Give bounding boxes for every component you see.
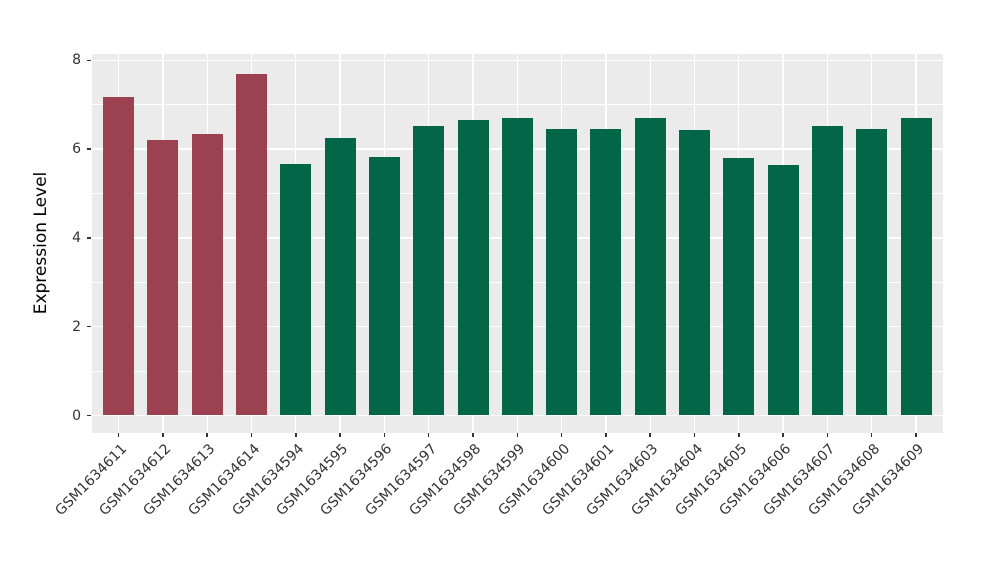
y-tick-label: 2 [72,318,81,335]
x-tick-mark [383,433,386,437]
bar-GSM1634599 [501,118,533,416]
x-tick-mark [472,433,474,437]
x-tick-mark [605,433,607,437]
x-tick-mark [870,433,873,437]
bar-GSM1634612 [147,140,179,416]
y-tick-label: 8 [72,52,81,69]
x-tick-mark [516,433,519,437]
bar-GSM1634607 [811,126,843,416]
bar-GSM1634595 [324,138,356,416]
y-tick-mark [87,414,91,417]
bar-GSM1634608 [856,128,888,416]
bar-GSM1634609 [900,118,932,416]
bar-GSM1634603 [634,118,666,416]
x-tick-mark [206,433,208,437]
y-tick-mark [87,237,91,239]
y-tick-mark [87,59,91,62]
bar-GSM1634613 [191,133,223,416]
x-tick-mark [782,433,784,437]
x-tick-mark [427,433,430,437]
bar-GSM1634604 [679,129,710,416]
x-tick-mark [295,433,297,437]
bar-GSM1634611 [103,97,135,416]
bar-GSM1634594 [280,164,312,416]
plot-panel [92,54,943,433]
bar-GSM1634597 [413,126,445,416]
bar-GSM1634601 [590,128,622,416]
x-tick-mark [560,433,563,437]
y-tick-label: 6 [72,141,81,158]
y-tick-mark [87,325,91,328]
bar-GSM1634598 [457,119,489,416]
x-tick-mark [250,433,253,437]
bar-GSM1634596 [368,157,400,416]
bar-GSM1634606 [767,164,799,416]
bar-GSM1634600 [546,128,578,416]
y-tick-label: 0 [72,407,81,424]
x-tick-mark [693,433,696,437]
x-tick-mark [915,433,917,437]
x-tick-mark [649,433,651,437]
x-tick-mark [339,433,341,437]
x-tick-mark [826,433,829,437]
bar-GSM1634605 [723,157,755,416]
x-tick-mark [738,433,740,437]
x-tick-mark [162,433,164,437]
bar-GSM1634614 [236,73,267,416]
y-tick-label: 4 [72,229,81,246]
x-tick-mark [117,433,120,437]
y-tick-mark [87,148,91,150]
